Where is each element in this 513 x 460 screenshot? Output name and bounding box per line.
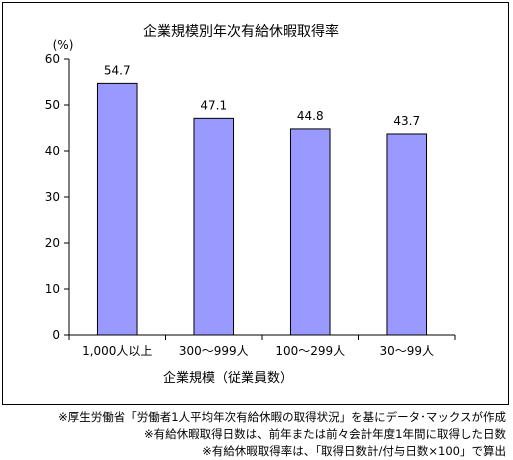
- footnote-source: ※厚生労働省「労働者1人平均年次有給休暇の取得状況」を基にデータ･マックスが作成: [58, 410, 506, 424]
- x-tick-label-3: 30〜99人: [379, 344, 434, 358]
- data-label-0: 54.7: [104, 63, 131, 77]
- plot-area: 0 10 20 30 40 50 60 54.7 1,000人以上 47.1 300〜999人 44.…: [45, 52, 456, 358]
- bar-3: [386, 133, 428, 336]
- x-axis-title: 企業規模（従業員数）: [163, 370, 293, 386]
- bar-chart: 企業規模別年次有給休暇取得率 (%) 企業規模（従業員数） 0 10 20 30 40 5…: [45, 23, 456, 386]
- x-tick-label-0: 1,000人以上: [82, 344, 152, 358]
- chart-frame: 企業規模別年次有給休暇取得率 (%) 企業規模（従業員数） 0 10 20 30 40 5…: [2, 2, 509, 405]
- chart-title: 企業規模別年次有給休暇取得率: [143, 23, 339, 40]
- x-tick-label-2: 100〜299人: [275, 344, 345, 358]
- footnote-rate: ※有給休暇取得率は、「取得日数計/付与日数×100」で算出: [202, 444, 506, 458]
- y-tick-label-6: 60: [45, 52, 60, 66]
- bar-1: [193, 117, 235, 336]
- bar-2: [289, 128, 331, 336]
- y-tick-label-4: 40: [45, 144, 60, 158]
- footnotes: ※厚生労働省「労働者1人平均年次有給休暇の取得状況」を基にデータ･マックスが作成…: [0, 409, 506, 460]
- bar-0: [96, 82, 138, 336]
- footnote-days: ※有給休暇取得日数は、前年または前々会計年度1年間に取得した日数: [144, 427, 506, 441]
- data-label-1: 47.1: [200, 98, 227, 112]
- y-tick-label-1: 10: [45, 282, 60, 296]
- y-tick-label-3: 30: [45, 190, 60, 204]
- y-axis-unit: (%): [53, 38, 74, 52]
- data-label-2: 44.8: [297, 109, 324, 123]
- y-tick-label-5: 50: [45, 98, 60, 112]
- data-label-3: 43.7: [393, 114, 420, 128]
- x-tick-label-1: 300〜999人: [179, 344, 249, 358]
- y-tick-label-0: 0: [52, 328, 60, 342]
- y-tick-label-2: 20: [45, 236, 60, 250]
